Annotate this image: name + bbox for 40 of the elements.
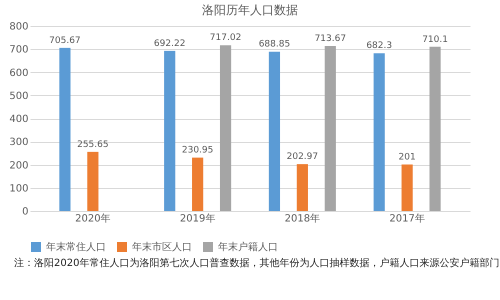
data-label: 255.65 (77, 140, 109, 150)
data-label: 717.02 (210, 33, 242, 44)
x-tick-label: 2019年 (180, 212, 216, 224)
data-label: 713.67 (314, 34, 346, 44)
bar (59, 48, 71, 211)
y-tick-label: 400 (9, 114, 28, 125)
bar (324, 46, 336, 211)
x-tick-label: 2018年 (284, 212, 320, 224)
bar (429, 46, 441, 211)
text: 注：洛阳2020年常住人口为洛阳第七次人口普查数据，其他年份为人口抽样数据，户籍人口来源公安户籍部门 (14, 256, 500, 270)
x-tick-label: 2020年 (75, 212, 111, 224)
y-tick-label: 200 (9, 160, 28, 172)
bar (268, 52, 280, 211)
data-label: 230.95 (182, 146, 214, 156)
y-tick-label: 100 (9, 183, 28, 194)
y-tick-label: 300 (9, 137, 28, 148)
data-label: 682.3 (366, 41, 392, 52)
bar (192, 158, 204, 211)
bar (402, 164, 413, 211)
bar (164, 50, 176, 211)
bar (87, 152, 98, 211)
data-label: 692.22 (154, 38, 186, 49)
data-label: 201 (398, 152, 416, 163)
legend-label: 年末常住人口 (46, 241, 106, 253)
legend-label: 年末市区人口 (132, 241, 192, 253)
bar (220, 45, 232, 211)
y-tick-label: 0 (22, 206, 28, 218)
bar (296, 164, 308, 211)
chart-title: 洛阳历年人口数据 (202, 3, 298, 17)
x-tick-label: 2017年 (389, 212, 425, 224)
data-label: 202.97 (286, 152, 318, 162)
y-tick-label: 800 (9, 22, 28, 32)
bar (374, 53, 385, 211)
y-tick-label: 700 (9, 44, 28, 56)
data-label: 688.85 (258, 40, 290, 50)
data-label: 705.67 (49, 36, 81, 46)
data-label: 710.1 (422, 34, 448, 45)
y-tick-label: 500 (9, 90, 28, 102)
y-tick-label: 600 (9, 68, 28, 79)
legend-label: 年末户籍人口 (218, 241, 278, 253)
